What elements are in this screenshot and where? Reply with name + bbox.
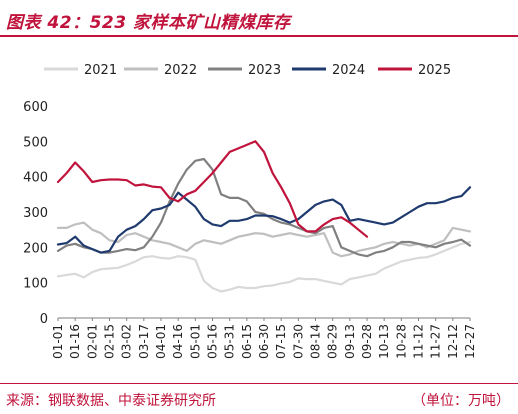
footer-divider	[0, 383, 518, 384]
figure-header: 图表 42：523 家样本矿山精煤库存	[0, 0, 518, 37]
y-tick-label: 0	[40, 312, 48, 327]
y-tick-label: 200	[23, 241, 48, 256]
x-tick-label: 02-15	[103, 324, 117, 359]
x-tick-label: 05-31	[223, 324, 237, 359]
series-line-2025	[56, 140, 369, 238]
legend-label-2021: 2021	[84, 63, 117, 78]
x-tick-label: 07-30	[291, 324, 305, 359]
x-tick-label: 09-13	[343, 324, 357, 359]
x-tick-label: 08-29	[326, 324, 340, 359]
y-tick-label: 500	[23, 135, 48, 150]
x-tick-label: 12-12	[446, 324, 460, 359]
y-tick-label: 100	[23, 277, 48, 292]
y-tick-label: 400	[23, 171, 48, 186]
series-line-2024	[56, 186, 472, 254]
x-tick-label: 06-30	[257, 324, 271, 359]
x-tick-label: 03-02	[120, 324, 134, 359]
x-tick-label: 09-28	[360, 324, 374, 359]
series-line-2023	[56, 157, 472, 258]
x-tick-label: 01-16	[68, 324, 82, 359]
series-line-2021	[56, 240, 472, 293]
x-tick-label: 12-27	[463, 324, 477, 359]
x-tick-label: 08-14	[309, 324, 323, 359]
x-tick-label: 01-01	[51, 324, 65, 359]
legend-label-2022: 2022	[164, 63, 197, 78]
legend-label-2024: 2024	[332, 63, 365, 78]
source-note: 来源：钢联数据、中泰证券研究所	[6, 393, 216, 409]
x-tick-label: 03-17	[137, 324, 151, 359]
x-tick-label: 02-01	[85, 324, 99, 359]
line-chart: 2021 2022 2023 2024 2025 0 100 200 300 400 500 600 0…	[23, 63, 477, 359]
x-tick-label: 06-15	[240, 324, 254, 359]
x-tick-label: 10-13	[377, 324, 391, 359]
legend-label-2023: 2023	[248, 63, 281, 78]
x-tick-label: 05-01	[188, 324, 202, 359]
x-tick-label: 11-12	[412, 324, 426, 359]
figure-title: 图表 42：523 家样本矿山精煤库存	[6, 13, 291, 33]
x-tick-label: 07-15	[274, 324, 288, 359]
legend-label-2025: 2025	[418, 63, 451, 78]
figure-footer: 来源：钢联数据、中泰证券研究所 （单位：万吨）	[0, 383, 518, 414]
series-line-2022	[56, 221, 472, 258]
x-tick-label: 04-01	[154, 324, 168, 359]
x-tick-label: 11-27	[429, 324, 443, 359]
y-tick-label: 300	[23, 206, 48, 221]
title-divider	[0, 35, 518, 37]
x-tick-label: 10-28	[394, 324, 408, 359]
chart-area: 2021 2022 2023 2024 2025 0 100 200 300 400 500 600 0…	[0, 40, 518, 380]
unit-note: （单位：万吨）	[412, 393, 510, 409]
x-tick-label: 05-16	[206, 324, 220, 359]
x-tick-label: 04-16	[171, 324, 185, 359]
y-tick-label: 600	[23, 100, 48, 115]
